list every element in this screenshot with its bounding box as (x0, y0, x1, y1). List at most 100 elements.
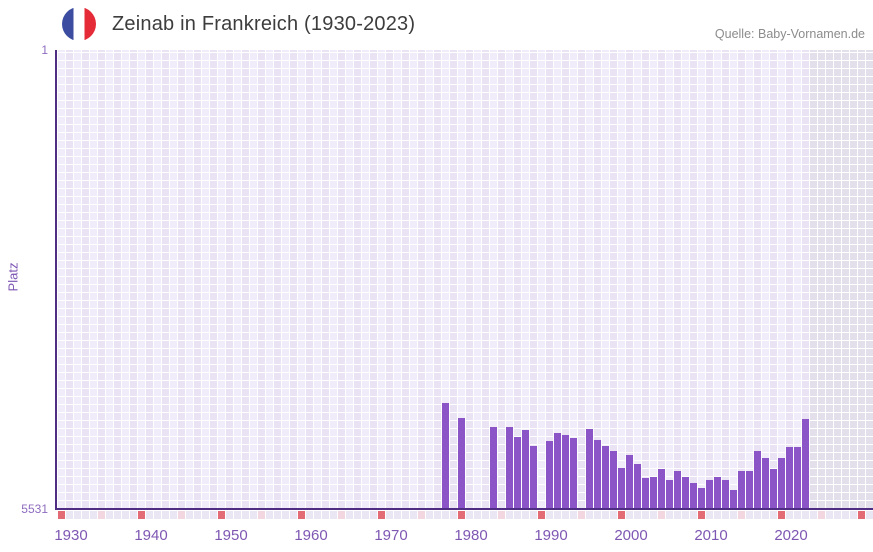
year-marker-1967 (353, 511, 361, 519)
bar-2001[interactable] (625, 455, 633, 509)
year-marker-1988 (521, 511, 529, 519)
year-marker-1970 (377, 511, 385, 519)
year-marker-1972 (393, 511, 401, 519)
year-marker-1968 (361, 511, 369, 519)
bar-2000[interactable] (617, 468, 625, 509)
year-marker-1959 (289, 511, 297, 519)
year-marker-1994 (569, 511, 577, 519)
year-marker-1997 (593, 511, 601, 519)
bar-2013[interactable] (721, 480, 729, 509)
future-years-zone (809, 50, 873, 509)
year-marker-1984 (489, 511, 497, 519)
year-marker-2028 (841, 511, 849, 519)
bar-2009[interactable] (689, 483, 697, 509)
year-marker-1948 (201, 511, 209, 519)
bar-2020[interactable] (777, 458, 785, 509)
bar-2006[interactable] (665, 480, 673, 509)
year-marker-1938 (121, 511, 129, 519)
year-marker-1963 (321, 511, 329, 519)
bar-2003[interactable] (641, 478, 649, 509)
year-marker-1957 (273, 511, 281, 519)
bar-2019[interactable] (769, 469, 777, 509)
year-marker-2005 (657, 511, 665, 519)
year-marker-1955 (257, 511, 265, 519)
year-marker-1982 (473, 511, 481, 519)
bar-1991[interactable] (545, 441, 553, 509)
x-tick-label-1950: 1950 (214, 527, 248, 544)
year-marker-1981 (465, 511, 473, 519)
year-marker-1980 (457, 511, 465, 519)
bar-2018[interactable] (761, 458, 769, 509)
year-marker-1961 (305, 511, 313, 519)
bar-2016[interactable] (745, 471, 753, 509)
bar-2017[interactable] (753, 451, 761, 509)
bar-2011[interactable] (705, 480, 713, 509)
year-marker-1953 (241, 511, 249, 519)
bar-1987[interactable] (513, 437, 521, 509)
bar-1988[interactable] (521, 430, 529, 509)
x-tick-label-1980: 1980 (454, 527, 488, 544)
year-marker-2030 (857, 511, 865, 519)
bar-1986[interactable] (505, 427, 513, 509)
bar-2002[interactable] (633, 464, 641, 509)
year-marker-1941 (145, 511, 153, 519)
bar-2008[interactable] (681, 477, 689, 509)
bar-2015[interactable] (737, 471, 745, 509)
bar-1978[interactable] (441, 403, 449, 509)
year-marker-1936 (105, 511, 113, 519)
bar-1996[interactable] (585, 429, 593, 509)
bar-2012[interactable] (713, 477, 721, 509)
year-marker-2000 (617, 511, 625, 519)
bar-2021[interactable] (785, 447, 793, 509)
year-marker-1942 (153, 511, 161, 519)
year-marker-1966 (345, 511, 353, 519)
year-marker-1934 (89, 511, 97, 519)
year-marker-2019 (769, 511, 777, 519)
year-marker-1998 (601, 511, 609, 519)
year-marker-1947 (193, 511, 201, 519)
bar-1998[interactable] (601, 446, 609, 509)
year-marker-2018 (761, 511, 769, 519)
year-marker-2031 (865, 511, 873, 519)
source-label[interactable]: Quelle: Baby-Vornamen.de (714, 27, 865, 41)
year-marker-1989 (529, 511, 537, 519)
bar-1992[interactable] (553, 433, 561, 509)
y-axis-title: Platz (5, 262, 21, 292)
year-marker-2008 (681, 511, 689, 519)
bar-2010[interactable] (697, 488, 705, 509)
bar-2005[interactable] (657, 469, 665, 509)
x-tick-label-1990: 1990 (534, 527, 568, 544)
bar-1980[interactable] (457, 418, 465, 509)
year-marker-1944 (169, 511, 177, 519)
bar-2007[interactable] (673, 471, 681, 509)
plot-grid (57, 50, 873, 509)
bar-2023[interactable] (801, 419, 809, 509)
france-flag-icon (62, 7, 96, 41)
bar-1999[interactable] (609, 451, 617, 509)
year-marker-1952 (233, 511, 241, 519)
bar-1997[interactable] (593, 440, 601, 509)
year-marker-1958 (281, 511, 289, 519)
year-marker-1986 (505, 511, 513, 519)
year-marker-1960 (297, 511, 305, 519)
bar-1994[interactable] (569, 438, 577, 509)
year-marker-1999 (609, 511, 617, 519)
bar-1993[interactable] (561, 435, 569, 509)
x-tick-label-1930: 1930 (54, 527, 88, 544)
year-marker-2011 (705, 511, 713, 519)
y-tick-bottom: 5531 (21, 502, 48, 516)
year-marker-2022 (793, 511, 801, 519)
year-marker-2015 (737, 511, 745, 519)
year-marker-1974 (409, 511, 417, 519)
year-marker-2024 (809, 511, 817, 519)
bar-2004[interactable] (649, 477, 657, 509)
year-marker-2025 (817, 511, 825, 519)
year-marker-1978 (441, 511, 449, 519)
bar-2022[interactable] (793, 447, 801, 509)
bar-1984[interactable] (489, 427, 497, 509)
year-marker-1976 (425, 511, 433, 519)
bar-1989[interactable] (529, 446, 537, 509)
bar-2014[interactable] (729, 490, 737, 509)
year-marker-1962 (313, 511, 321, 519)
